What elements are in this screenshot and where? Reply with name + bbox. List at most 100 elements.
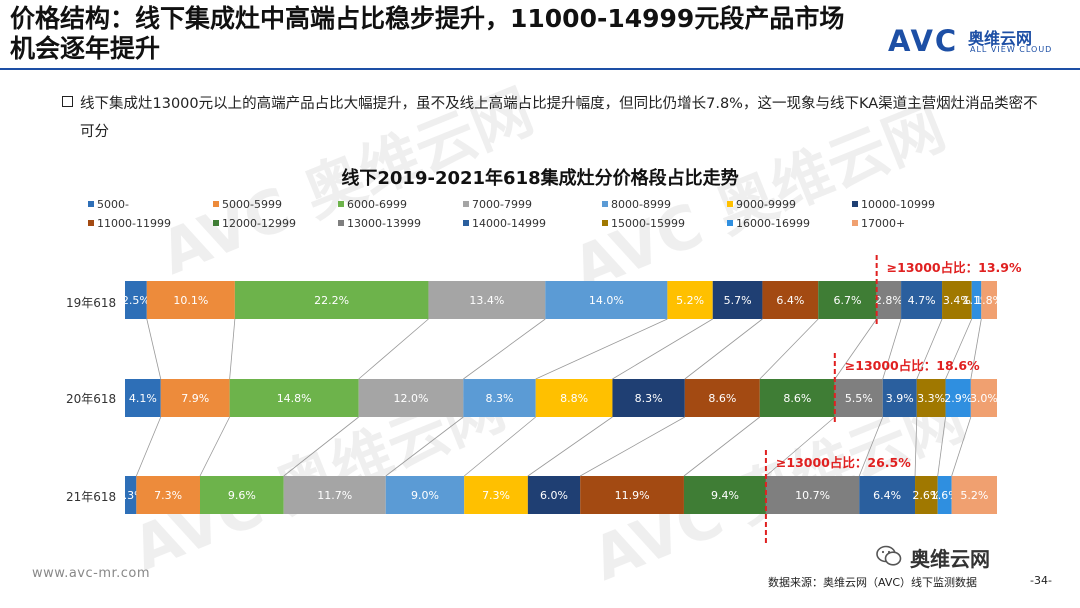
bar-segment (916, 379, 946, 417)
category-label-21: 21年618 (66, 490, 117, 504)
legend-item: 11000-11999 (88, 217, 171, 231)
legend-swatch (463, 201, 469, 207)
connector-line (283, 416, 359, 477)
data-label: 5.2% (676, 294, 704, 307)
bar-segment (428, 281, 546, 319)
legend-swatch (213, 201, 219, 207)
data-source: 数据来源：奥维云网（AVC）线下监测数据 (768, 576, 978, 589)
legend-swatch (727, 220, 733, 226)
connector-line (463, 318, 546, 380)
data-label: 9.4% (711, 489, 739, 502)
bar-segment (876, 281, 902, 319)
connector-line (858, 416, 884, 477)
data-label: 8.6% (783, 392, 811, 405)
bar-segment (818, 281, 877, 319)
data-label: 10.7% (795, 489, 830, 502)
bar-segment (527, 476, 581, 514)
data-label: 3.0% (970, 392, 998, 405)
bar-segment (684, 379, 760, 417)
legend-label: 5000- (97, 198, 129, 211)
bar-segment (951, 476, 997, 514)
legend-label: 13000-13999 (347, 217, 421, 230)
data-label: 14.0% (589, 294, 624, 307)
connector-line (463, 416, 536, 477)
legend-swatch (338, 201, 344, 207)
connector-line (945, 318, 973, 380)
legend-label: 6000-6999 (347, 198, 407, 211)
legend-label: 15000-15999 (611, 217, 685, 230)
annotation-label: ≥13000占比：13.9% (887, 260, 1022, 275)
bar-segment (229, 379, 359, 417)
data-label: 2.9% (944, 392, 972, 405)
legend-label: 12000-12999 (222, 217, 296, 230)
data-label: 7.3% (482, 489, 510, 502)
data-label: 2.6% (912, 489, 940, 502)
bar-segment (712, 281, 763, 319)
bar-segment (125, 281, 147, 319)
bar-segment (160, 379, 230, 417)
connector-line (834, 318, 877, 380)
data-label: 10.1% (173, 294, 208, 307)
legend-item: 12000-12999 (213, 217, 296, 231)
connector-line (535, 318, 668, 380)
bar-segment (882, 379, 917, 417)
connector-line (612, 318, 713, 380)
legend-item: 6000-6999 (338, 198, 407, 212)
annotation-label: ≥13000占比：26.5% (776, 455, 911, 470)
data-label: 11.9% (615, 489, 650, 502)
bar-segment (859, 476, 916, 514)
bar-segment (667, 281, 713, 319)
bar-segment (125, 476, 137, 514)
data-label: 1.8% (975, 294, 1003, 307)
bar-segment (942, 281, 972, 319)
bar-segment (146, 281, 235, 319)
bar-segment (234, 281, 429, 319)
legend-item: 7000-7999 (463, 198, 532, 212)
connector-line (229, 318, 236, 380)
data-label: 6.4% (873, 489, 901, 502)
data-label: 3.4% (943, 294, 971, 307)
data-label: 13.4% (469, 294, 504, 307)
bar-segment (915, 476, 938, 514)
connector-line (684, 318, 763, 380)
wechat-icon (876, 545, 902, 566)
connector-line (199, 416, 230, 477)
connector-line (683, 416, 761, 477)
data-label: 2.8% (875, 294, 903, 307)
data-label: 5.5% (845, 392, 873, 405)
legend-item: 15000-15999 (602, 217, 685, 231)
connector-line (951, 416, 972, 477)
connector-line (527, 416, 613, 477)
legend-label: 11000-11999 (97, 217, 171, 230)
legend-swatch (463, 220, 469, 226)
footer-website[interactable]: www.avc-mr.com (32, 566, 151, 581)
legend-swatch (213, 220, 219, 226)
data-label: 22.2% (314, 294, 349, 307)
bar-segment (945, 379, 971, 417)
description-text: 线下集成灶13000元以上的高端产品占比大幅提升，虽不及线上高端占比提升幅度，但… (80, 96, 1038, 140)
category-label-20: 20年618 (66, 392, 117, 406)
bullet-icon (62, 96, 73, 107)
legend-item: 10000-10999 (852, 198, 935, 212)
connector-line (135, 416, 162, 477)
data-label: 6.7% (833, 294, 861, 307)
data-label: 3.3% (917, 392, 945, 405)
legend-item: 17000+ (852, 217, 905, 231)
logo-mark: AVC (888, 24, 959, 58)
bar-segment (765, 476, 860, 514)
connector-line (937, 416, 946, 477)
legend-item: 9000-9999 (727, 198, 796, 212)
bar-segment (535, 379, 613, 417)
legend-label: 9000-9999 (736, 198, 796, 211)
data-label: 6.0% (540, 489, 568, 502)
data-label: 2.5% (122, 294, 150, 307)
data-label: 3.9% (886, 392, 914, 405)
data-label: 7.9% (181, 392, 209, 405)
legend-swatch (852, 220, 858, 226)
legend-label: 10000-10999 (861, 198, 935, 211)
bar-segment (385, 476, 465, 514)
data-label: 9.0% (411, 489, 439, 502)
connector-line (765, 416, 836, 477)
legend-label: 14000-14999 (472, 217, 546, 230)
